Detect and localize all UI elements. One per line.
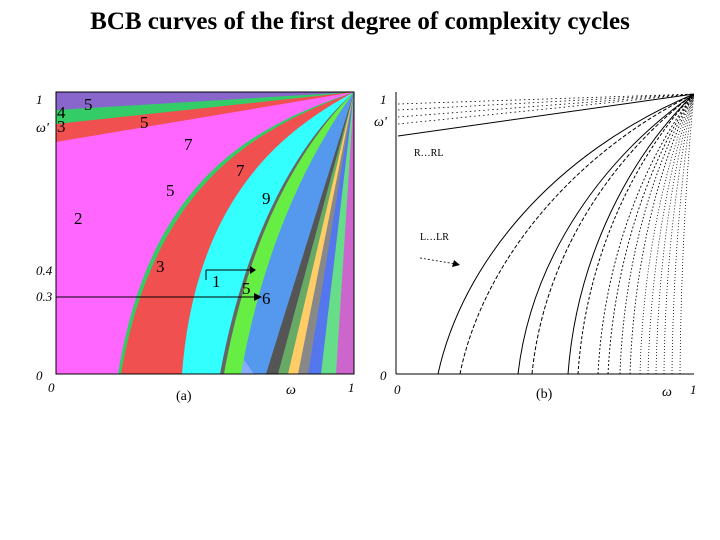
region-label: 2 (74, 209, 83, 228)
curve (607, 93, 694, 374)
region-label: 7 (184, 135, 193, 154)
region-upper-violet (56, 92, 354, 110)
curve-lr (437, 93, 694, 374)
curve (679, 93, 694, 374)
panel-a-plot-area (56, 92, 354, 374)
curve (619, 93, 694, 374)
x-tick-1: 1 (690, 382, 697, 397)
annotation-rl: R…RL (414, 148, 443, 159)
region-label: 9 (262, 189, 271, 208)
region-label: 1 (212, 272, 221, 291)
y-tick-0: 0 (380, 368, 387, 383)
region-label: 5 (242, 279, 251, 298)
y-tick-0-4: 0.4 (36, 263, 53, 278)
panel-b-bcb-curves: R…RL L…LR 1 ω' 0 0 ω 1 (b) (372, 84, 708, 406)
curve (663, 93, 694, 374)
slide-title: BCB curves of the first degree of comple… (90, 8, 630, 35)
x-tick-1: 1 (348, 380, 355, 395)
annotation-lr: L…LR (420, 232, 449, 243)
curve (647, 93, 694, 374)
region-label: 4 (57, 103, 66, 122)
x-tick-0: 0 (394, 382, 401, 397)
arrow-head-0-3 (254, 293, 262, 301)
y-tick-1: 1 (36, 92, 43, 107)
y-tick-0: 0 (36, 368, 43, 383)
arrow-head-region-1 (250, 266, 256, 274)
panel-a-caption: (a) (176, 389, 192, 404)
curve (629, 93, 694, 374)
curve (597, 93, 694, 374)
panel-b-curves (397, 93, 694, 374)
panel-b-background (396, 92, 694, 374)
panel-b-svg: R…RL L…LR 1 ω' 0 0 ω 1 (b) (374, 92, 697, 402)
curve (459, 93, 694, 374)
curve-dotted (397, 93, 694, 125)
region-label: 5 (140, 113, 149, 132)
panel-a-colored-regions: 4 5 3 5 7 2 5 7 9 3 1 5 6 1 ω' 0.4 0.3 0… (36, 84, 364, 406)
curve (671, 93, 694, 374)
region-label: 5 (166, 181, 175, 200)
region-label: 3 (156, 257, 165, 276)
x-axis-label: ω (662, 385, 672, 400)
region-label: 7 (236, 161, 245, 180)
region-label: 3 (57, 117, 66, 136)
curve (577, 93, 694, 374)
region-label: 6 (262, 289, 271, 308)
panel-a-svg: 4 5 3 5 7 2 5 7 9 3 1 5 6 1 ω' 0.4 0.3 0… (36, 91, 355, 404)
region-label: 5 (84, 95, 93, 114)
region-2 (56, 92, 354, 374)
panel-a-frame (55, 91, 355, 375)
lr-arrow-head (452, 260, 460, 267)
y-axis-label: ω' (36, 121, 50, 136)
curve (517, 93, 694, 374)
curve (567, 93, 694, 374)
x-tick-0: 0 (48, 380, 55, 395)
y-tick-1: 1 (380, 92, 387, 107)
panel-b-caption: (b) (536, 387, 553, 402)
y-tick-0-3: 0.3 (36, 289, 53, 304)
x-axis-label: ω (286, 383, 296, 398)
y-axis-label: ω' (374, 115, 388, 130)
curve-rl (397, 93, 694, 137)
